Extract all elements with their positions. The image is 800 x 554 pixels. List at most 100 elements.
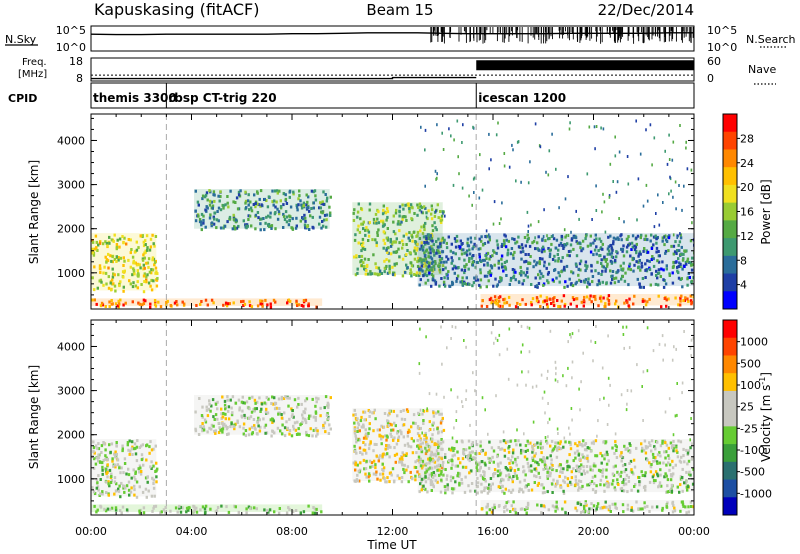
scatter-cell	[581, 444, 584, 448]
scatter-cell	[597, 279, 601, 283]
scatter-cell	[665, 264, 668, 268]
scatter-cell	[227, 417, 231, 421]
sparse-echo	[578, 387, 580, 391]
scatter-cell	[423, 434, 426, 438]
scatter-cell	[270, 227, 273, 230]
scatter-cell	[212, 222, 216, 226]
scatter-cell	[512, 270, 516, 274]
scatter-cell	[458, 257, 461, 261]
scatter-cell	[356, 426, 359, 430]
sparse-echo	[595, 184, 597, 188]
scatter-cell	[665, 474, 668, 478]
scatter-cell	[383, 412, 387, 415]
scatter-cell	[533, 474, 536, 478]
scatter-cell	[554, 482, 558, 486]
sparse-echo	[571, 332, 574, 336]
scatter-cell	[196, 200, 200, 204]
sparse-echo	[604, 230, 607, 234]
scatter-cell	[392, 220, 395, 224]
scatter-cell	[562, 267, 566, 271]
scatter-cell	[659, 454, 662, 458]
scatter-cell	[495, 284, 499, 288]
scatter-cell	[312, 226, 315, 230]
scatter-cell	[413, 249, 416, 253]
scatter-cell	[391, 265, 394, 269]
sparse-echo	[645, 183, 648, 187]
scatter-cell	[368, 202, 372, 206]
scatter-cell	[480, 490, 483, 494]
sparse-echo	[668, 397, 671, 401]
scatter-cell	[356, 430, 359, 433]
scatter-cell	[530, 488, 534, 492]
scatter-cell	[503, 297, 507, 301]
scatter-cell	[442, 260, 446, 264]
scatter-cell	[552, 478, 555, 482]
scatter-cell	[389, 422, 392, 426]
scatter-cell	[353, 479, 356, 483]
scatter-cell	[651, 475, 655, 479]
scatter-cell	[378, 456, 381, 460]
scatter-cell	[615, 255, 618, 259]
scatter-cell	[678, 459, 682, 463]
scatter-cell	[585, 465, 589, 468]
scatter-cell	[104, 305, 107, 308]
scatter-cell	[672, 244, 676, 248]
velocity-scatter	[91, 320, 694, 515]
sparse-echo	[567, 340, 569, 344]
scatter-cell	[247, 433, 251, 437]
scatter-cell	[458, 481, 461, 485]
sparse-echo	[494, 336, 497, 340]
scatter-cell	[304, 407, 307, 411]
scatter-cell	[569, 447, 573, 451]
scatter-cell	[414, 460, 417, 464]
scatter-cell	[363, 418, 366, 422]
scatter-cell	[315, 305, 318, 309]
scatter-cell	[583, 456, 587, 460]
scatter-cell	[385, 264, 388, 268]
scatter-cell	[92, 466, 96, 470]
scatter-cell	[197, 203, 200, 207]
scatter-cell	[541, 245, 545, 249]
scatter-cell	[578, 470, 581, 474]
scatter-cell	[257, 216, 260, 220]
scatter-cell	[566, 459, 569, 463]
scatter-cell	[269, 215, 272, 219]
sparse-echo	[626, 389, 629, 392]
sparse-echo	[458, 172, 460, 176]
scatter-cell	[622, 483, 626, 487]
scatter-cell	[392, 480, 396, 484]
scatter-cell	[549, 297, 552, 301]
scatter-cell	[579, 268, 582, 272]
sparse-echo	[558, 206, 560, 210]
scatter-cell	[511, 455, 514, 459]
scatter-cell	[627, 304, 630, 308]
scatter-cell	[518, 271, 522, 275]
scatter-cell	[106, 259, 110, 263]
scatter-cell	[202, 214, 205, 218]
scatter-cell	[682, 299, 685, 303]
scatter-cell	[658, 254, 661, 258]
scatter-cell	[211, 204, 215, 208]
scatter-cell	[684, 481, 687, 485]
scatter-cell	[296, 420, 299, 424]
scatter-cell	[367, 431, 370, 435]
scatter-cell	[464, 251, 468, 255]
scatter-cell	[508, 461, 511, 465]
scatter-cell	[258, 429, 262, 433]
sparse-echo	[625, 408, 628, 412]
scatter-cell	[485, 486, 489, 490]
scatter-cell	[291, 217, 294, 221]
scatter-cell	[155, 461, 158, 465]
scatter-cell	[503, 242, 506, 246]
scatter-cell	[266, 303, 269, 307]
scatter-cell	[276, 207, 279, 211]
scatter-cell	[534, 467, 538, 471]
scatter-cell	[592, 440, 595, 444]
scatter-cell	[314, 410, 318, 414]
scatter-cell	[437, 446, 440, 449]
scatter-cell	[690, 457, 694, 461]
scatter-cell	[648, 510, 651, 513]
scatter-cell	[657, 260, 661, 264]
sparse-echo	[547, 421, 549, 425]
